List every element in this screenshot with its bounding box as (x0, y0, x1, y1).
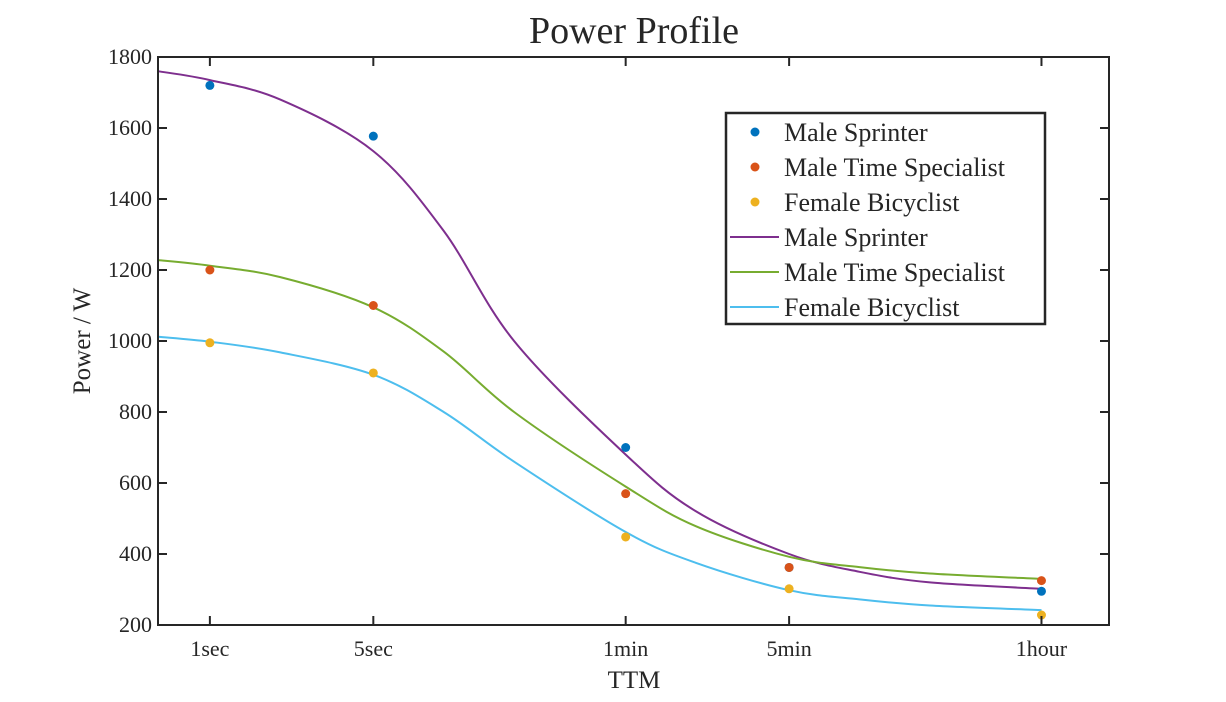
point-male-sprinter (621, 443, 631, 452)
point-female-bicyclist (205, 338, 215, 348)
curve-male-sprinter (157, 70, 1042, 590)
legend-label: Female Bicyclist (784, 293, 960, 322)
point-male-time-specialist (1036, 576, 1046, 586)
x-tick-label: 5sec (354, 636, 393, 661)
y-tick-label: 600 (119, 470, 152, 495)
point-female-bicyclist (368, 368, 378, 378)
point-male-sprinter (1036, 586, 1046, 596)
legend-label: Male Sprinter (784, 118, 928, 147)
y-tick-label: 1400 (108, 186, 152, 211)
point-male-time-specialist (205, 265, 215, 275)
y-tick-label: 1600 (108, 115, 152, 140)
y-tick-label: 800 (119, 399, 152, 424)
chart-title: Power Profile (529, 10, 739, 52)
legend-box (724, 111, 1047, 326)
point-female-bicyclist (1036, 610, 1046, 620)
curve-male-time-specialist (157, 259, 1042, 580)
point-female-bicyclist (621, 532, 631, 542)
legend-label: Male Time Specialist (784, 153, 1006, 182)
curve-female-bicyclist (157, 335, 1042, 612)
y-tick-label: 1200 (108, 257, 152, 282)
y-axis-label: Power / W (69, 287, 96, 394)
point-male-time-specialist (784, 562, 794, 572)
point-male-sprinter (205, 80, 215, 90)
x-tick-label: 1min (603, 636, 648, 661)
legend-label: Male Time Specialist (784, 258, 1006, 287)
x-axis-label: TTM (608, 667, 661, 694)
fitted-curves (157, 70, 1042, 612)
data-points (205, 80, 1046, 620)
legend-label: Male Sprinter (784, 223, 928, 252)
y-tick-label: 1000 (108, 328, 152, 353)
legend-marker-male-time-specialist (750, 162, 760, 172)
x-tick-label: 1hour (1016, 636, 1068, 661)
x-tick-label: 1sec (190, 636, 229, 661)
legend-marker-female-bicyclist (750, 197, 760, 207)
point-female-bicyclist (784, 584, 794, 594)
point-male-time-specialist (621, 489, 631, 499)
legend: Male Sprinter Male Time Specialist Female … (724, 111, 1047, 326)
y-axis-ticks: 200 400 600 800 1000 1200 1400 1600 1800 (108, 44, 1109, 637)
point-male-sprinter (368, 131, 378, 141)
y-tick-label: 200 (119, 612, 152, 637)
point-male-time-specialist (368, 301, 378, 310)
x-axis-ticks: 1sec 5sec 1min 5min 1hour (190, 57, 1068, 661)
y-tick-label: 1800 (108, 44, 152, 69)
x-tick-label: 5min (767, 636, 812, 661)
legend-label: Female Bicyclist (784, 188, 960, 217)
y-tick-label: 400 (119, 541, 152, 566)
legend-marker-male-sprinter (750, 127, 760, 137)
